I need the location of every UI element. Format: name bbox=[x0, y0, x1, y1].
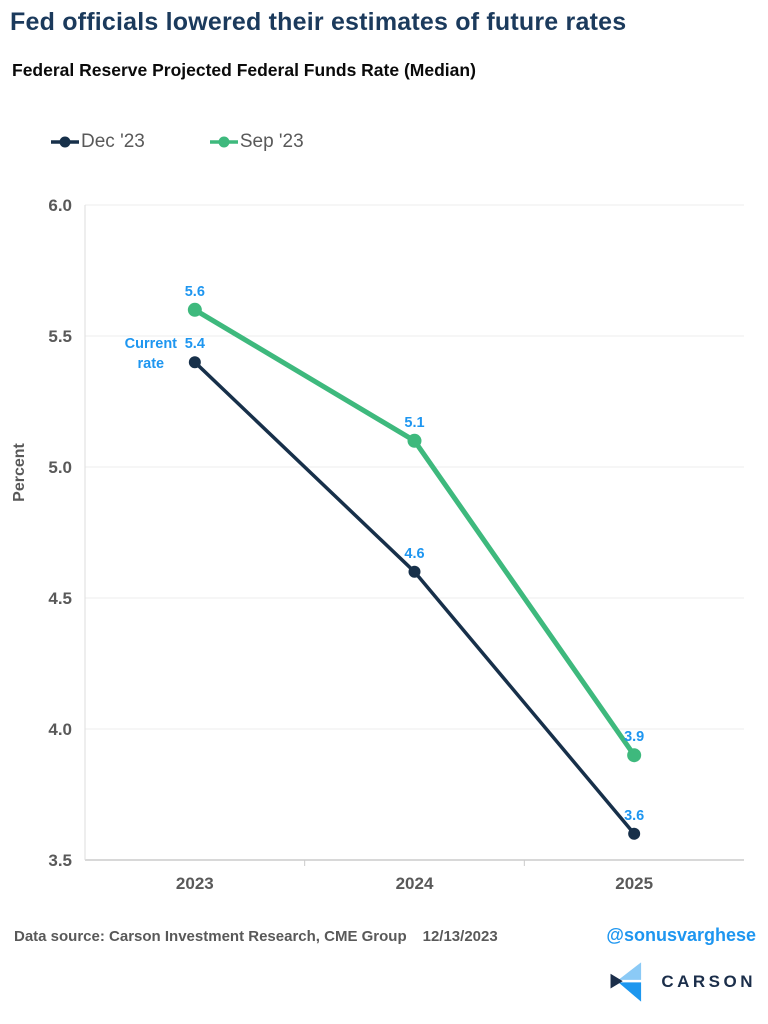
svg-text:4.6: 4.6 bbox=[404, 546, 424, 562]
svg-text:rate: rate bbox=[138, 356, 165, 372]
legend-label-sep-23: Sep '23 bbox=[239, 131, 304, 152]
svg-text:5.4: 5.4 bbox=[185, 336, 205, 352]
legend-label-dec-23: Dec '23 bbox=[81, 131, 145, 152]
svg-text:2024: 2024 bbox=[396, 874, 434, 893]
carson-logo-icon bbox=[610, 962, 642, 1002]
svg-text:Percent: Percent bbox=[11, 442, 28, 501]
svg-text:2023: 2023 bbox=[176, 874, 214, 893]
line-chart: 6.0 5.5 5.0 4.5 4.0 3.5 2023 2024 2025 Percent 5.4… bbox=[11, 196, 744, 893]
svg-text:5.0: 5.0 bbox=[48, 458, 72, 477]
svg-text:5.1: 5.1 bbox=[404, 415, 424, 431]
carson-logo: CARSON bbox=[606, 958, 756, 1006]
legend-item-sep-23: Sep '23 bbox=[209, 131, 304, 153]
svg-text:6.0: 6.0 bbox=[48, 196, 72, 215]
chart-legend: Dec '23 Sep '23 bbox=[50, 131, 304, 153]
dec-23-line-marker-icon bbox=[51, 136, 79, 148]
svg-text:Current: Current bbox=[125, 336, 178, 352]
page-title: Fed officials lowered their estimates of… bbox=[10, 8, 627, 36]
svg-text:3.6: 3.6 bbox=[624, 808, 644, 824]
svg-text:5.5: 5.5 bbox=[48, 327, 72, 346]
source-date: 12/13/2023 bbox=[422, 928, 498, 945]
footer-source-line: Data source: Carson Investment Research,… bbox=[14, 928, 498, 945]
chart-subtitle: Federal Reserve Projected Federal Funds … bbox=[12, 60, 476, 80]
carson-logo-text: CARSON bbox=[661, 972, 756, 991]
svg-text:3.5: 3.5 bbox=[48, 851, 72, 870]
svg-text:4.0: 4.0 bbox=[48, 720, 72, 739]
legend-item-dec-23: Dec '23 bbox=[50, 131, 145, 153]
svg-text:4.5: 4.5 bbox=[48, 589, 72, 608]
twitter-handle: @sonusvarghese bbox=[606, 925, 756, 945]
data-source-text: Data source: Carson Investment Research,… bbox=[14, 928, 407, 945]
svg-text:2025: 2025 bbox=[615, 874, 653, 893]
svg-text:3.9: 3.9 bbox=[624, 729, 644, 745]
sep-23-line-marker-icon bbox=[209, 136, 238, 148]
svg-text:5.6: 5.6 bbox=[185, 284, 205, 300]
